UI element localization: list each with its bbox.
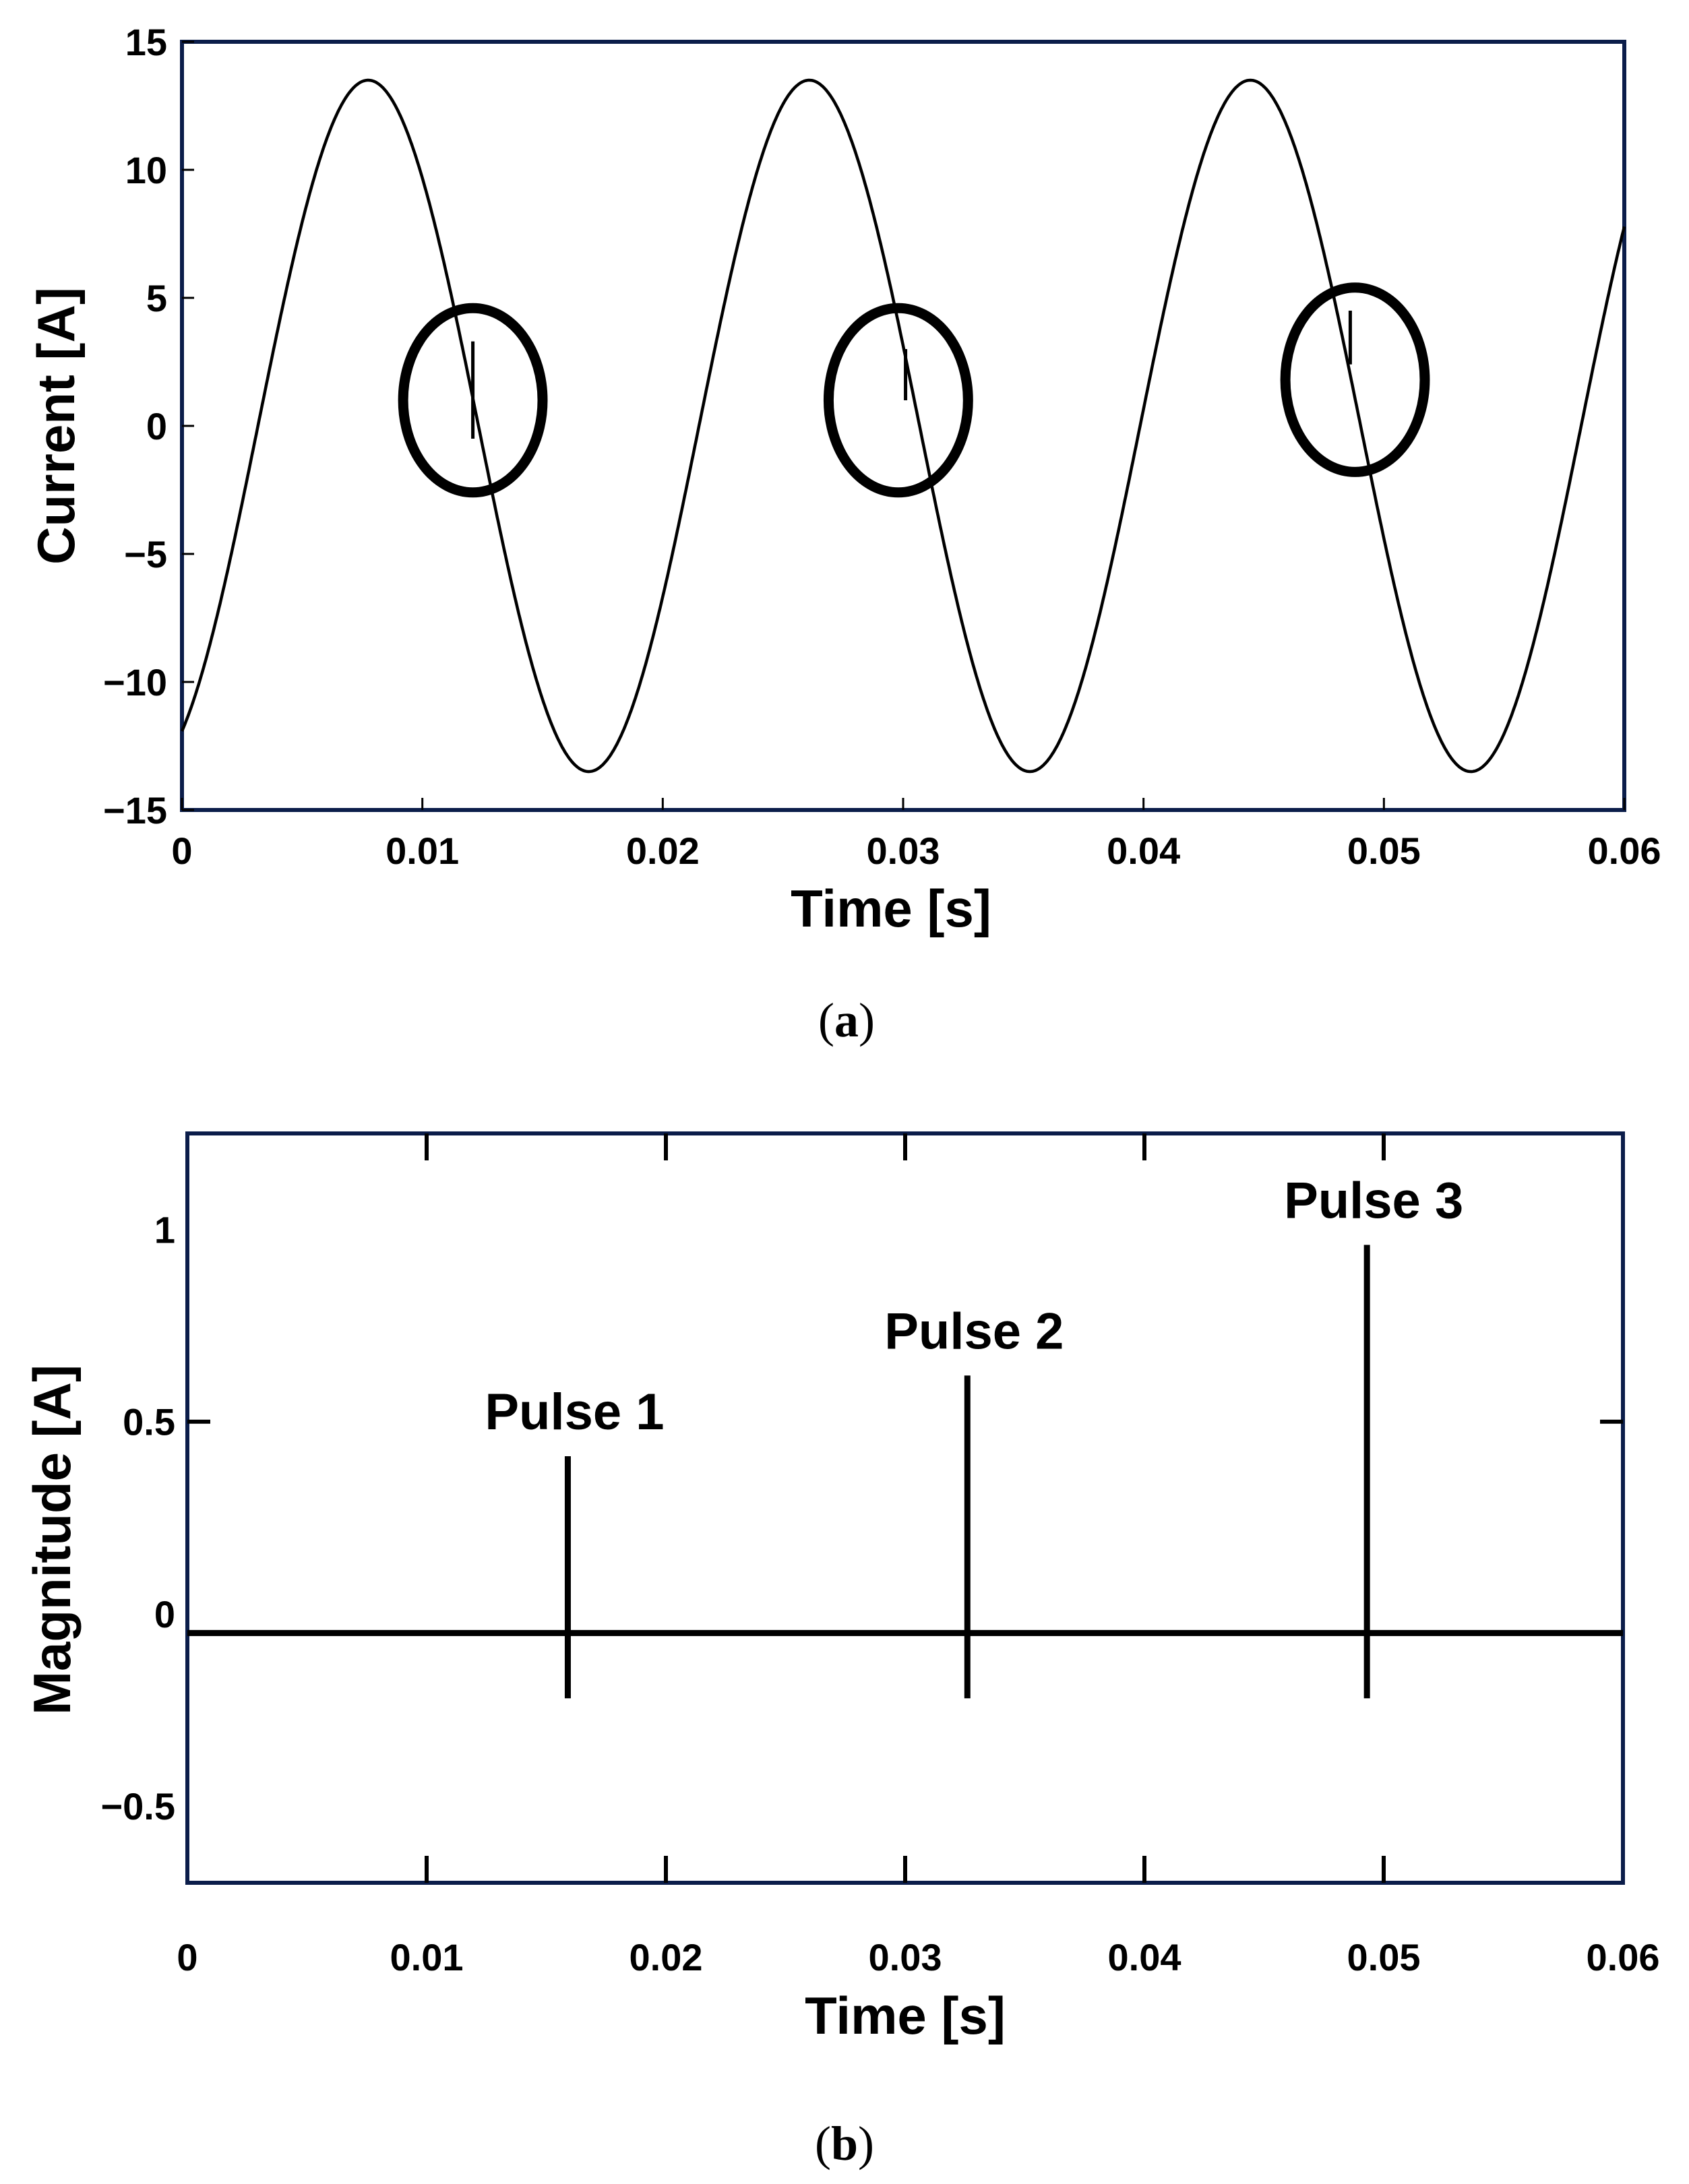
panel-letter-b: b <box>831 2117 858 2171</box>
panel-a-current-plot: 15 10 5 0 −5 −10 −15 0 0.01 0.02 0.03 0.04 0.05 0.06… <box>26 21 1661 1047</box>
x-axis-ticks-a: 0 0.01 0.02 0.03 0.04 0.05 0.06 <box>171 798 1661 872</box>
panel-label-b: (b) <box>815 2117 874 2171</box>
y-tick-label-a: −15 <box>103 789 167 832</box>
highlight-circle <box>1280 282 1430 477</box>
x-tick-label-a: 0.02 <box>626 830 700 872</box>
x-tick-label-b: 0.03 <box>869 1936 942 1978</box>
x-tick-label-b: 0.06 <box>1587 1936 1660 1978</box>
y-axis-label-b: Magnitude [A] <box>22 1365 82 1715</box>
y-tick-label-a: 15 <box>125 21 167 63</box>
x-tick-label-a: 0.05 <box>1347 830 1421 872</box>
y-tick-label-a: −5 <box>124 533 167 575</box>
x-tick-label-b: 0.01 <box>390 1936 464 1978</box>
series-current <box>180 78 1626 774</box>
y-tick-label-b: 0 <box>154 1593 175 1635</box>
x-tick-label-a: 0.04 <box>1107 830 1180 872</box>
pulse-label: Pulse 1 <box>485 1383 664 1441</box>
y-axis-ticks-a: 15 10 5 0 −5 −10 −15 <box>103 21 194 832</box>
x-tick-label-a: 0.03 <box>867 830 940 872</box>
x-tick-label-a: 0 <box>171 830 192 872</box>
x-tick-label-a: 0.06 <box>1588 830 1661 872</box>
y-tick-label-b: 0.5 <box>123 1401 175 1443</box>
y-axis-ticks-b: 1 0.5 0 −0.5 <box>100 1209 1623 1828</box>
x-tick-label-b: 0.04 <box>1108 1936 1181 1978</box>
series-pulses: Pulse 1 Pulse 2 Pulse 3 <box>187 1172 1623 1699</box>
highlight-circles <box>398 282 1430 498</box>
x-tick-label-b: 0.02 <box>629 1936 703 1978</box>
highlight-circle <box>823 303 973 498</box>
current-waveform <box>180 78 1626 774</box>
x-axis-ticks-b: 0 0.01 0.02 0.03 0.04 0.05 0.06 <box>177 1133 1660 1978</box>
highlight-circle <box>398 303 548 498</box>
pulse-label: Pulse 3 <box>1284 1172 1463 1229</box>
x-axis-label-a: Time [s] <box>791 879 991 938</box>
plot-frame-b <box>185 1131 1625 1885</box>
y-axis-label-a: Current [A] <box>26 287 86 565</box>
pulse-label: Pulse 2 <box>884 1303 1064 1360</box>
y-tick-label-b: 1 <box>154 1209 175 1251</box>
plot-frame-a <box>180 40 1626 812</box>
y-tick-label-a: 5 <box>146 277 167 319</box>
panel-label-a: (a) <box>818 993 875 1047</box>
x-tick-label-a: 0.01 <box>386 830 459 872</box>
x-tick-label-b: 0.05 <box>1347 1936 1421 1978</box>
y-tick-label-a: −10 <box>103 661 167 704</box>
x-axis-label-b: Time [s] <box>805 1986 1006 2045</box>
y-tick-label-a: 0 <box>146 405 167 447</box>
panel-b-magnitude-plot: 1 0.5 0 −0.5 0 0.01 0.02 0.03 0.04 0.05 0.06 Puls… <box>22 1131 1660 2171</box>
panel-letter-a: a <box>834 993 859 1047</box>
x-tick-label-b: 0 <box>177 1936 197 1978</box>
y-tick-label-b: −0.5 <box>100 1785 175 1828</box>
y-tick-label-a: 10 <box>125 149 167 191</box>
